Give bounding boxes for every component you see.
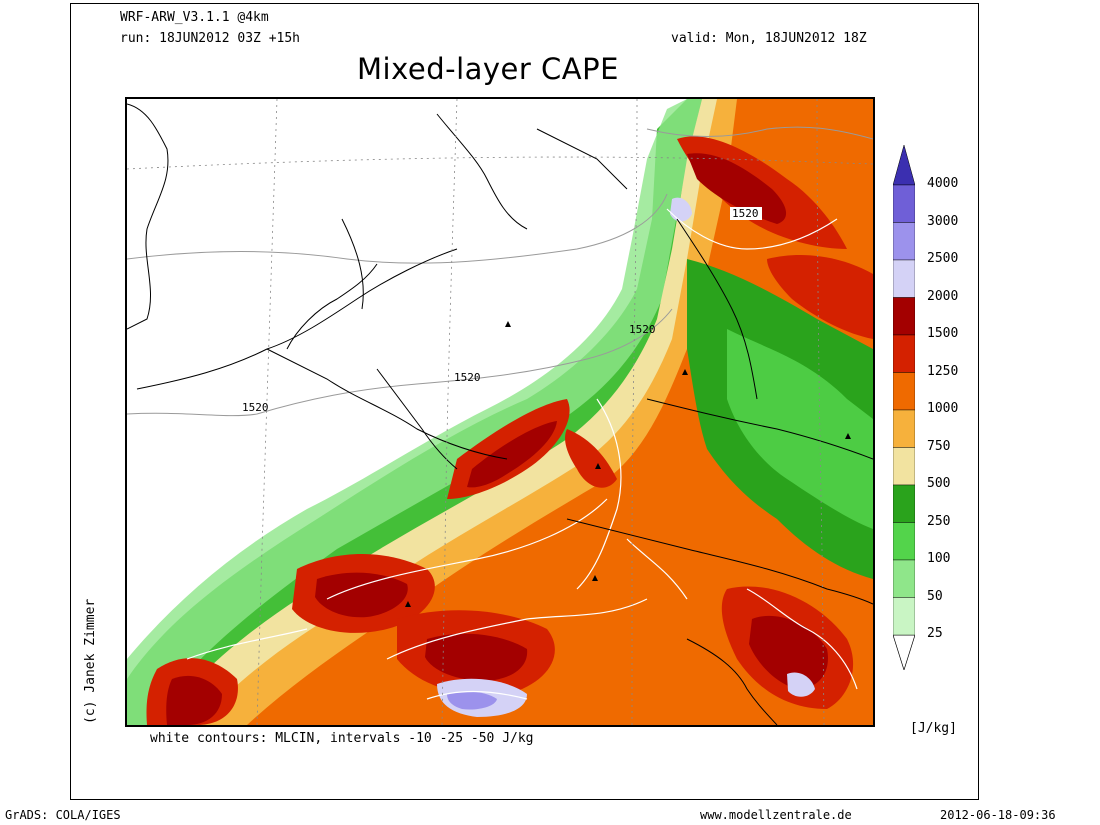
cape-core-darkred-5 <box>315 572 408 618</box>
valid-label: valid: Mon, 18JUN2012 18Z <box>671 31 867 46</box>
colorbar-top-arrow <box>892 144 916 186</box>
colorbar-tick-label: 1000 <box>927 401 959 416</box>
cape-core-darkred-4 <box>749 615 828 689</box>
cape-band-lightgreen <box>127 99 702 725</box>
cape-core-darkred-1 <box>467 421 557 488</box>
colorbar-tick-label: 1500 <box>927 326 959 341</box>
colorbar-tick-label: 50 <box>927 588 943 604</box>
map-title: Mixed-layer CAPE <box>357 52 619 86</box>
plot-frame <box>70 3 979 800</box>
colorbar-tick-label: 2000 <box>927 288 959 304</box>
unit-label: [J/kg] <box>910 721 957 736</box>
model-label: WRF-ARW_V3.1.1 @4km <box>120 10 269 25</box>
cape-map: 1520 1520 1520 1520 <box>125 97 875 727</box>
contour-label-mid: 1520 <box>454 371 481 384</box>
cape-core-darkred-7 <box>425 633 528 681</box>
colorbar-segment <box>892 597 916 636</box>
mlcin-contours <box>186 208 858 700</box>
colorbar-tick-label: 750 <box>927 438 951 454</box>
contour-label-center: 1520 <box>629 323 656 336</box>
timestamp-label: 2012-06-18-09:36 <box>940 808 1056 822</box>
borders <box>127 103 873 725</box>
colorbar-segment <box>892 372 916 411</box>
height-contours <box>127 126 873 417</box>
colorbar-tick-label: 3000 <box>927 213 959 229</box>
colorbar-segment <box>892 559 916 598</box>
colorbar-segment <box>892 522 916 561</box>
mlcin-note: white contours: MLCIN, intervals -10 -25… <box>150 731 534 746</box>
station-markers <box>405 321 851 607</box>
graticule <box>127 99 873 725</box>
cape-band-darkorange <box>247 99 873 725</box>
colorbar-segment <box>892 259 916 298</box>
cape-core-darkred-6 <box>166 675 222 725</box>
colorbar-tick-label: 500 <box>927 476 951 491</box>
grads-label: GrADS: COLA/IGES <box>5 808 121 822</box>
colorbar-bottom-arrow <box>892 634 916 672</box>
cape-core-lavender-3 <box>787 672 815 697</box>
colorbar-tick-label: 2500 <box>927 251 959 266</box>
colorbar-segment <box>892 297 916 336</box>
cape-east-green-2 <box>727 329 873 529</box>
run-label: run: 18JUN2012 03Z +15h <box>120 31 301 46</box>
colorbar-segment <box>892 334 916 373</box>
colorbar-segment <box>892 222 916 261</box>
copyright-label: (c) Janek Zimmer <box>83 598 98 724</box>
colorbar-segment <box>892 409 916 448</box>
colorbar-tick-label: 100 <box>927 551 951 566</box>
cape-core-darkred-2 <box>687 153 787 224</box>
colorbar-tick-label: 250 <box>927 513 951 529</box>
contour-label-west: 1520 <box>242 401 269 414</box>
contour-label-ne: 1520 <box>732 207 759 220</box>
cape-core-red-3 <box>565 429 617 488</box>
colorbar-segment <box>892 484 916 523</box>
colorbar-segment <box>892 447 916 486</box>
colorbar-tick-label: 25 <box>927 626 943 641</box>
colorbar-segment <box>892 184 916 223</box>
website-label: www.modellzentrale.de <box>700 808 852 822</box>
cape-core-red-8 <box>767 254 873 339</box>
cape-core-lavender-1 <box>670 197 692 222</box>
cape-core-lilac-2 <box>447 691 497 710</box>
colorbar-tick-label: 1250 <box>927 363 959 379</box>
colorbar-tick-label: 4000 <box>927 176 959 191</box>
colorbar <box>892 144 916 672</box>
